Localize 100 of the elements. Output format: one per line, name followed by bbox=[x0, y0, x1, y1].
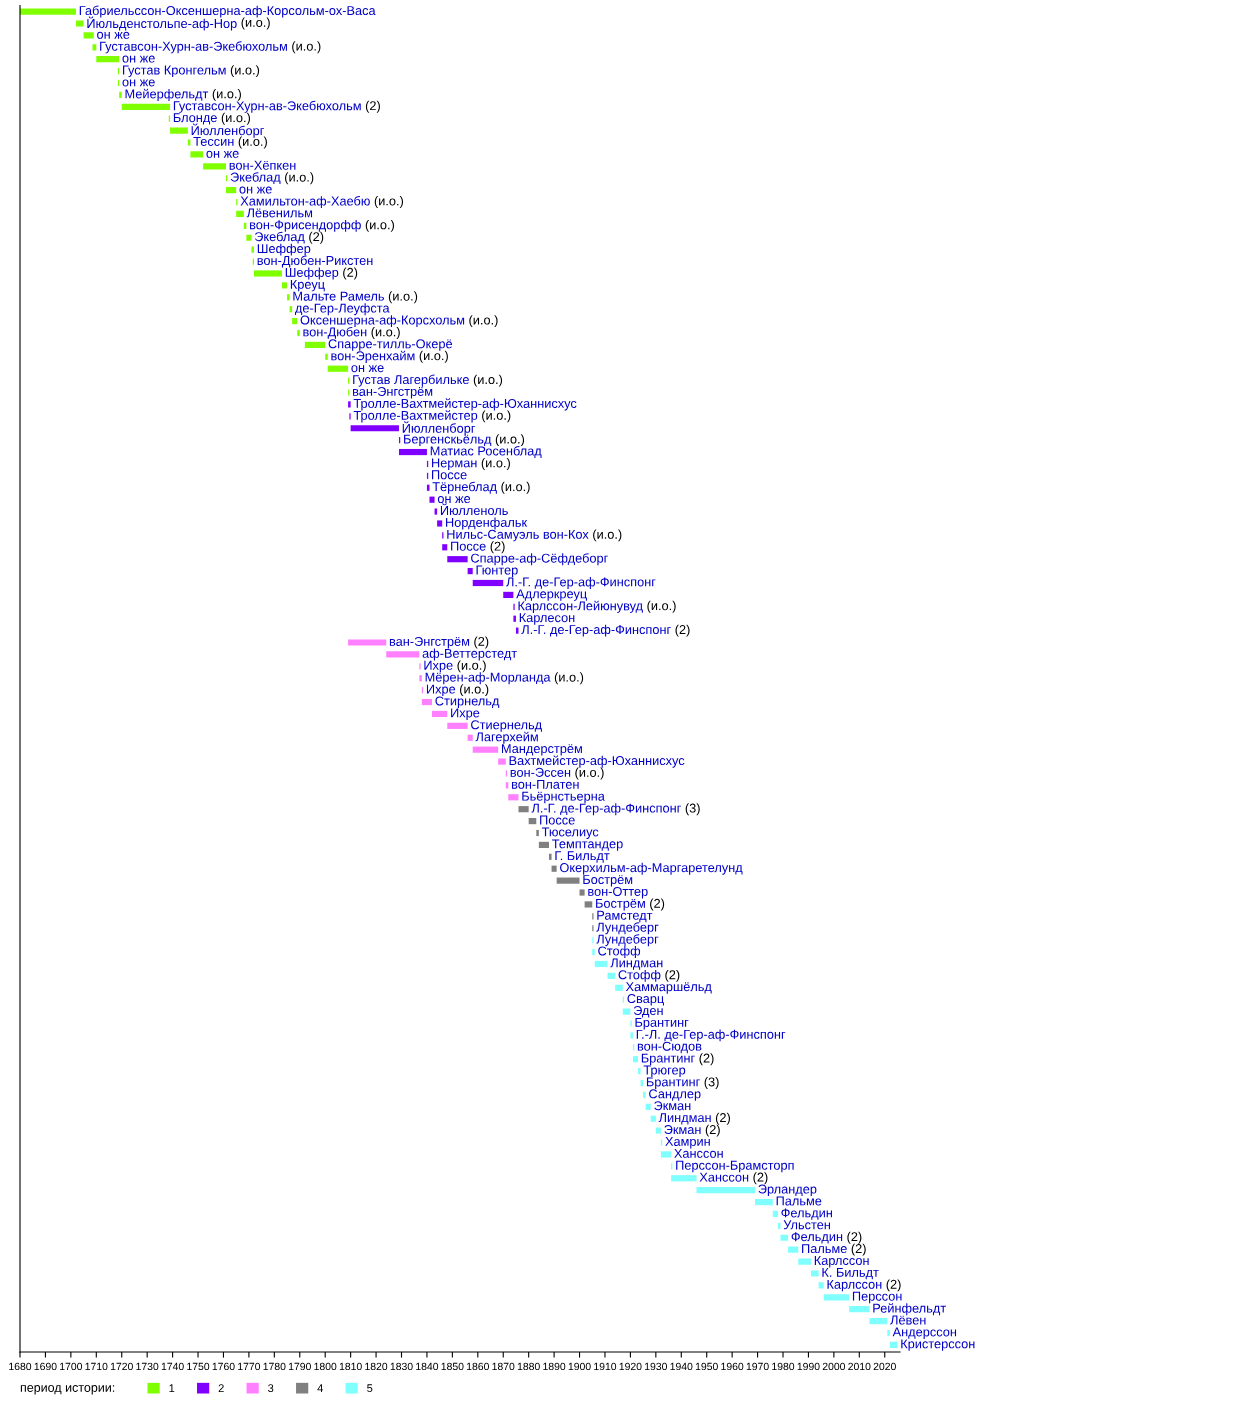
y-tick-label: он же bbox=[437, 496, 471, 504]
bar bbox=[643, 1091, 646, 1098]
y-tick-label: Трюгер bbox=[643, 1065, 686, 1078]
y-tick-label: он же bbox=[97, 31, 130, 39]
y-tick-label: Гюнтер bbox=[476, 565, 518, 578]
y-tick-label: вон-Эссен (и.о.) bbox=[510, 767, 604, 780]
y-tick-label: Кристерссон bbox=[901, 1339, 975, 1351]
x-tick-label: 1990 bbox=[797, 1362, 820, 1371]
bar bbox=[447, 556, 468, 563]
y-tick-label: он же bbox=[351, 365, 384, 373]
bar bbox=[348, 401, 351, 408]
y-tick-label: вон-Оттер bbox=[588, 886, 648, 899]
y-tick-label: Лёвенильм bbox=[246, 208, 313, 218]
x-tick-label: 2020 bbox=[873, 1362, 896, 1371]
y-tick-label: Стирнельд bbox=[435, 696, 500, 708]
bar bbox=[304, 341, 326, 348]
bar bbox=[429, 496, 435, 503]
x-tick-label: 1980 bbox=[772, 1362, 795, 1371]
y-tick-label: Адлеркреуц bbox=[516, 589, 587, 601]
bar bbox=[536, 829, 539, 837]
x-tick-label: 1960 bbox=[721, 1362, 744, 1371]
y-tick-label: Оксеншерна-аф-Корсхольм (и.о.) bbox=[300, 315, 498, 328]
y-tick-label: Рамстедт bbox=[597, 910, 653, 923]
bar bbox=[170, 127, 188, 134]
bar bbox=[549, 853, 552, 860]
bar bbox=[190, 151, 204, 158]
bar bbox=[75, 20, 84, 27]
y-tick-label: Тролле-Вахтмейстер (и.о.) bbox=[353, 410, 511, 423]
bar bbox=[508, 794, 519, 801]
bar bbox=[518, 806, 529, 813]
y-tick-label: Эрландер bbox=[758, 1184, 817, 1197]
x-tick-label: 1730 bbox=[136, 1362, 159, 1371]
bar bbox=[203, 163, 227, 170]
y-tick-label: Бострём (2) bbox=[596, 898, 665, 911]
y-tick-label: К. Бильдт bbox=[822, 1267, 879, 1280]
y-tick-label: Тролле-Вахтмейстер-аф-Юханнисхус bbox=[353, 398, 577, 411]
y-tick-label: вон-Эренхайм (и.о.) bbox=[331, 350, 448, 363]
bar bbox=[645, 1103, 651, 1110]
y-tick-label: Поссе bbox=[432, 470, 467, 480]
x-tick-label: 1680 bbox=[9, 1362, 32, 1371]
y-tick-label: он же bbox=[122, 79, 155, 87]
legend-label: 3 bbox=[268, 1384, 274, 1393]
y-tick-label: Матиас Росенблад bbox=[430, 445, 542, 458]
x-tick-label: 2010 bbox=[848, 1362, 871, 1371]
bar bbox=[655, 1127, 661, 1134]
bar bbox=[350, 425, 399, 432]
y-tick-label: Экеблад (и.о.) bbox=[230, 172, 314, 185]
y-tick-label: ван-Энгстрём (2) bbox=[389, 636, 489, 649]
y-tick-label: Норденфальк bbox=[446, 517, 528, 530]
x-tick-label: 1700 bbox=[60, 1362, 83, 1371]
y-tick-label: Йюлленборг bbox=[402, 421, 476, 436]
y-tick-label: Мейерфельдт (и.о.) bbox=[125, 88, 241, 101]
bar bbox=[472, 579, 504, 587]
y-tick-label: Л.-Г. де-Гер-аф-Финспонг (2) bbox=[521, 624, 690, 637]
y-tick-label: Пальме (2) bbox=[802, 1243, 866, 1256]
y-tick-label: Хамильтон-аф-Хаебю (и.о.) bbox=[240, 196, 404, 209]
bar bbox=[292, 318, 298, 325]
bar bbox=[281, 282, 288, 289]
y-tick-label: Тюселиус bbox=[541, 827, 599, 839]
y-tick-label: Андерссон bbox=[892, 1327, 957, 1339]
y-tick-label: Стофф bbox=[598, 946, 641, 959]
y-tick-label: Л.-Г. де-Гер-аф-Финспонг bbox=[506, 577, 656, 589]
y-tick-label: Густав Кронгельм (и.о.) bbox=[123, 65, 260, 78]
x-tick-label: 1820 bbox=[365, 1362, 388, 1371]
legend-title: период истории: bbox=[20, 1385, 115, 1395]
y-tick-label: Эден bbox=[633, 1005, 663, 1018]
y-tick-label: Экеблад (2) bbox=[254, 231, 324, 244]
y-tick-label: вон-Сюдов bbox=[637, 1041, 702, 1054]
y-tick-label: Спарре-тилль-Океpё bbox=[328, 339, 453, 351]
x-tick-label: 1950 bbox=[695, 1362, 718, 1371]
y-tick-label: Шеффер (2) bbox=[285, 267, 358, 280]
bar bbox=[584, 901, 593, 908]
legend-label: 5 bbox=[367, 1384, 373, 1393]
y-tick-label: Йюлленоль bbox=[440, 503, 508, 515]
bar bbox=[327, 365, 349, 372]
x-tick-label: 1840 bbox=[416, 1362, 439, 1371]
bar bbox=[594, 960, 608, 968]
y-tick-label: Ихре (и.о.) bbox=[424, 660, 486, 673]
y-tick-label: Окерхильм-аф-Маргаретелунд bbox=[560, 862, 743, 875]
bar bbox=[119, 91, 122, 98]
bar bbox=[419, 675, 422, 682]
bar bbox=[246, 234, 252, 241]
x-tick-label: 1870 bbox=[492, 1362, 515, 1371]
y-tick-label: Бергенскьёльд (и.о.) bbox=[404, 434, 525, 447]
y-tick-label: Мандерстрём bbox=[501, 744, 582, 756]
bar bbox=[810, 1270, 819, 1277]
y-tick-label: Линдман (2) bbox=[658, 1112, 730, 1125]
bar bbox=[650, 1115, 656, 1122]
x-tick-label: 1920 bbox=[619, 1362, 642, 1371]
bar bbox=[869, 1318, 888, 1325]
bar bbox=[386, 651, 420, 658]
bar bbox=[592, 948, 595, 956]
y-tick-label: Тессин (и.о.) bbox=[193, 136, 267, 149]
bar bbox=[421, 698, 433, 706]
bar bbox=[398, 448, 427, 456]
x-tick-label: 1740 bbox=[161, 1362, 184, 1371]
bar bbox=[630, 1032, 633, 1039]
x-tick-label: 1810 bbox=[339, 1362, 362, 1371]
bar bbox=[538, 841, 550, 848]
bar bbox=[551, 865, 557, 872]
